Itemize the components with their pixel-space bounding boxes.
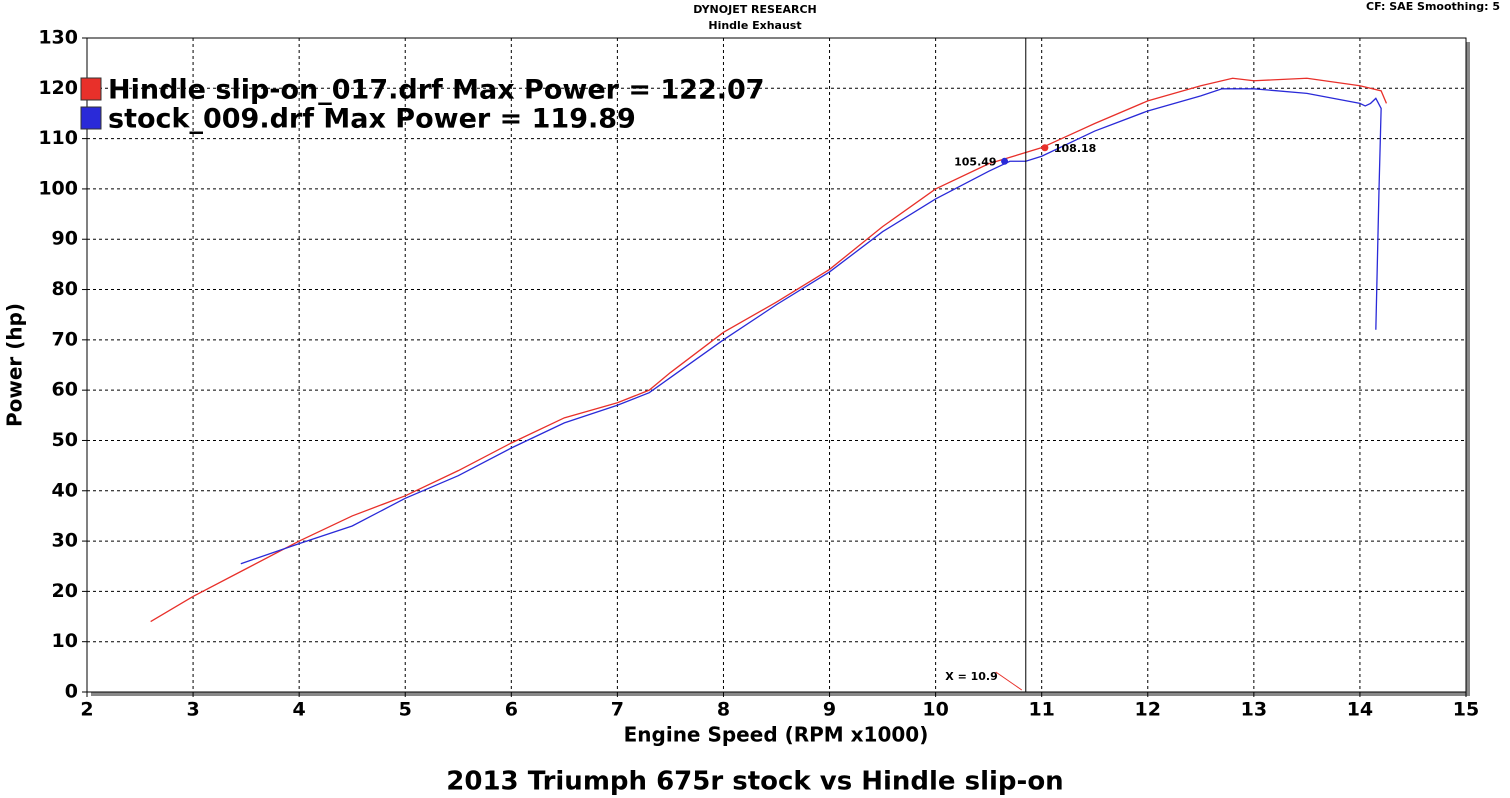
y-tick-label: 80 [52,278,78,300]
y-tick-label: 60 [52,379,78,401]
x-tick-label: 5 [399,699,412,721]
y-tick-label: 10 [52,630,78,652]
legend-label: stock_009.drf Max Power = 119.89 [108,104,636,135]
x-tick-label: 7 [611,699,624,721]
x-tick-label: 15 [1453,699,1479,721]
y-tick-label: 40 [52,479,78,501]
y-tick-label: 20 [52,580,78,602]
y-tick-label: 50 [52,429,78,451]
marker-label: 108.18 [1054,142,1096,155]
plot-area [86,37,1467,693]
x-tick-label: 4 [293,699,306,721]
marker-point [1041,144,1049,152]
x-tick-label: 13 [1241,699,1267,721]
x-tick-label: 10 [922,699,948,721]
y-tick-label: 90 [52,228,78,250]
legend-label: Hindle slip-on_017.drf Max Power = 122.0… [108,75,765,106]
y-tick-label: 0 [65,681,78,703]
y-tick-label: 110 [38,127,78,149]
y-axis-label: Power (hp) [3,303,27,427]
legend-swatch [80,106,102,130]
x-tick-label: 12 [1135,699,1161,721]
marker-point [1001,157,1009,165]
x-axis-label: Engine Speed (RPM x1000) [624,723,929,747]
settings: CF: SAE Smoothing: 5 [1366,0,1500,13]
y-tick-label: 130 [38,27,78,49]
cursor-label: X = 10.9 [945,670,998,683]
marker-label: 105.49 [954,155,996,168]
line-series [240,88,1382,565]
y-tick-label: 70 [52,328,78,350]
x-tick-label: 8 [717,699,730,721]
y-tick-label: 30 [52,530,78,552]
line-series [150,77,1388,623]
legend-swatch [80,77,102,101]
x-tick-label: 2 [80,699,93,721]
y-tick-label: 100 [38,177,78,199]
x-tick-label: 9 [823,699,836,721]
cursor-pointer [995,671,1023,691]
x-tick-label: 14 [1347,699,1373,721]
x-tick-label: 11 [1028,699,1054,721]
header: DYNOJET RESEARCH [693,3,816,16]
subheader: Hindle Exhaust [708,19,801,32]
y-tick-label: 120 [38,77,78,99]
x-tick-label: 6 [505,699,518,721]
x-tick-label: 3 [186,699,199,721]
chart-title: 2013 Triumph 675r stock vs Hindle slip-o… [446,767,1063,797]
